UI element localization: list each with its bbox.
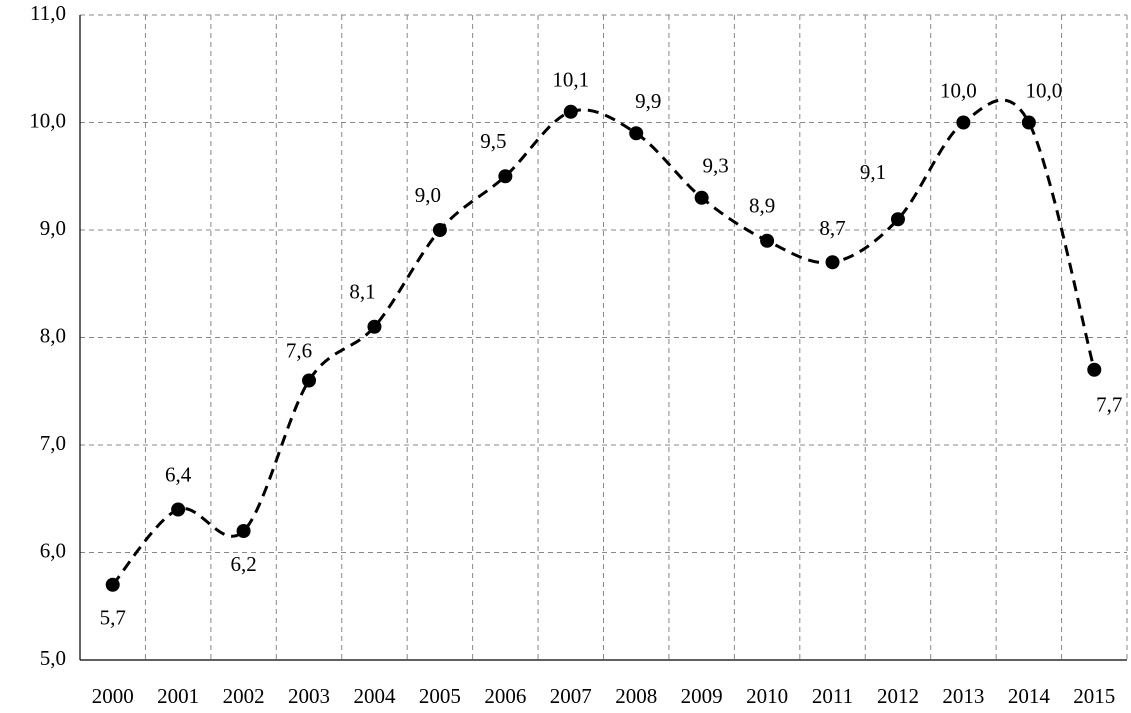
data-point [498, 169, 513, 184]
data-label: 8,7 [819, 216, 845, 240]
x-tick-label: 2002 [223, 684, 265, 708]
data-point [760, 233, 775, 248]
data-label: 9,0 [415, 183, 441, 207]
data-point [825, 255, 840, 270]
data-point [890, 212, 905, 227]
data-label: 5,7 [100, 606, 126, 630]
data-label: 8,1 [349, 280, 375, 304]
y-tick-label: 6,0 [40, 538, 66, 562]
data-point [171, 502, 186, 517]
data-label: 6,2 [230, 552, 256, 576]
x-tick-label: 2015 [1073, 684, 1115, 708]
x-tick-label: 2012 [877, 684, 919, 708]
x-tick-label: 2000 [92, 684, 134, 708]
x-tick-label: 2011 [812, 684, 853, 708]
x-tick-label: 2001 [157, 684, 199, 708]
data-label: 10,1 [552, 68, 589, 92]
data-point [563, 104, 578, 119]
data-point [367, 319, 382, 334]
x-tick-label: 2006 [484, 684, 526, 708]
x-tick-label: 2010 [746, 684, 788, 708]
y-tick-label: 5,0 [40, 646, 66, 670]
y-tick-label: 11,0 [30, 1, 66, 25]
data-point [629, 126, 644, 141]
data-label: 10,0 [940, 78, 977, 102]
data-label: 7,6 [286, 338, 312, 362]
y-tick-label: 7,0 [40, 431, 66, 455]
data-point [956, 115, 971, 130]
x-tick-label: 2007 [550, 684, 592, 708]
data-label: 9,9 [635, 89, 661, 113]
data-label: 9,1 [860, 160, 886, 184]
data-point [1021, 115, 1036, 130]
data-point [105, 577, 120, 592]
data-label: 7,7 [1096, 393, 1122, 417]
data-point [1087, 362, 1102, 377]
x-tick-label: 2004 [353, 684, 396, 708]
y-tick-label: 8,0 [40, 323, 66, 347]
data-label: 6,4 [165, 462, 192, 486]
data-label: 10,0 [1025, 78, 1062, 102]
x-tick-label: 2014 [1008, 684, 1051, 708]
data-label: 9,3 [703, 154, 729, 178]
data-point [694, 190, 709, 205]
data-point [432, 223, 447, 237]
y-tick-label: 9,0 [40, 216, 66, 240]
data-label: 8,9 [749, 194, 775, 218]
data-point [236, 524, 251, 538]
x-tick-label: 2008 [615, 684, 657, 708]
data-point [302, 373, 317, 388]
data-label: 9,5 [480, 129, 506, 153]
x-tick-label: 2009 [681, 684, 723, 708]
x-tick-label: 2005 [419, 684, 461, 708]
y-tick-label: 10,0 [29, 108, 66, 132]
x-tick-label: 2003 [288, 684, 330, 708]
x-tick-label: 2013 [942, 684, 984, 708]
